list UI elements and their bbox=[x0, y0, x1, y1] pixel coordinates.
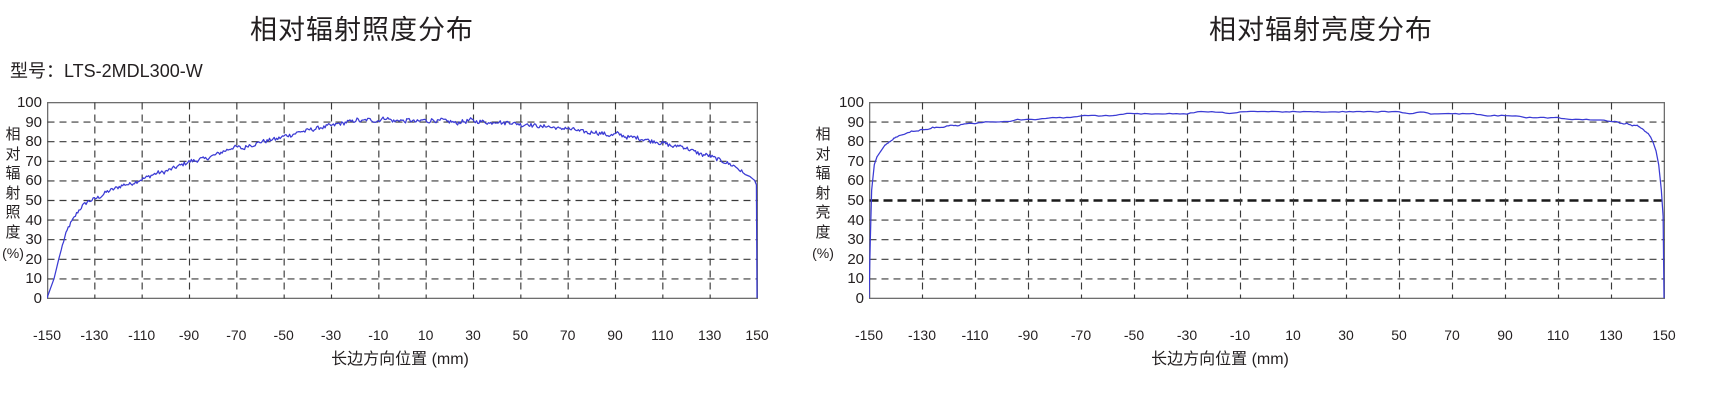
y-tick-label: 50 bbox=[25, 192, 42, 209]
x-tick-label: 70 bbox=[1444, 327, 1460, 343]
left-x-axis-title: 长边方向位置 (mm) bbox=[331, 351, 469, 368]
y-tick-label: 80 bbox=[25, 133, 42, 151]
y-tick-label: 90 bbox=[847, 113, 864, 131]
y-tick-label: 10 bbox=[25, 270, 42, 288]
left-y-axis-title: 相对辐射照度 (%) bbox=[2, 125, 24, 264]
x-tick-label: 50 bbox=[512, 327, 529, 343]
y-tick-label: 100 bbox=[16, 94, 42, 111]
x-tick-label: -30 bbox=[1176, 327, 1198, 343]
x-tick-label: -70 bbox=[1070, 327, 1092, 343]
x-tick-label: 130 bbox=[697, 327, 722, 343]
x-tick-label: -130 bbox=[907, 327, 937, 343]
x-tick-label: -10 bbox=[368, 327, 389, 343]
y-axis-unit: (%) bbox=[812, 245, 834, 261]
left-plot-area bbox=[47, 102, 758, 299]
y-axis-title-char: 射 bbox=[5, 184, 21, 202]
illuminance-chart-panel: 相对辐射照度分布 型号：LTS-2MDL300-W 相对辐射照度 (%) 0 10 2… bbox=[0, 0, 800, 414]
x-tick-label: 130 bbox=[1599, 327, 1623, 343]
x-tick-label: 50 bbox=[1391, 327, 1407, 343]
y-tick-label: 40 bbox=[25, 211, 42, 229]
y-tick-label: 0 bbox=[33, 290, 42, 307]
x-tick-label: -130 bbox=[80, 327, 109, 343]
x-tick-label: 110 bbox=[651, 327, 674, 343]
y-tick-label: 40 bbox=[847, 211, 864, 229]
x-tick-label: -30 bbox=[320, 327, 342, 343]
right-plot-area bbox=[869, 102, 1665, 299]
y-axis-title-char: 对 bbox=[5, 145, 21, 163]
x-tick-label: 90 bbox=[1497, 327, 1513, 343]
x-tick-label: -90 bbox=[178, 327, 200, 343]
y-axis-title-char: 照 bbox=[5, 204, 21, 221]
y-tick-label: 70 bbox=[847, 152, 864, 170]
y-tick-label: 60 bbox=[25, 172, 42, 190]
y-axis-title-char: 相 bbox=[5, 126, 21, 143]
x-tick-label: -150 bbox=[854, 327, 884, 343]
y-tick-label: 100 bbox=[838, 94, 864, 111]
right-x-axis-title: 长边方向位置 (mm) bbox=[1151, 351, 1289, 368]
x-tick-label: 150 bbox=[1652, 327, 1676, 343]
y-axis-title-char: 辐 bbox=[5, 165, 21, 182]
y-axis-title-char: 相 bbox=[815, 126, 831, 143]
y-tick-label: 30 bbox=[25, 231, 42, 249]
y-tick-label: 60 bbox=[847, 172, 864, 190]
x-tick-label: 90 bbox=[607, 327, 623, 343]
y-tick-label: 30 bbox=[847, 231, 864, 249]
x-tick-label: -110 bbox=[128, 327, 156, 343]
x-tick-label: -50 bbox=[273, 327, 294, 343]
y-tick-label: 80 bbox=[847, 133, 864, 151]
y-tick-label: 10 bbox=[847, 270, 864, 288]
left-chart-title: 相对辐射照度分布 bbox=[250, 15, 474, 45]
y-tick-label: 50 bbox=[847, 192, 864, 209]
y-tick-label: 0 bbox=[855, 290, 864, 307]
model-number-label: 型号：LTS-2MDL300-W bbox=[10, 61, 203, 81]
y-axis-unit: (%) bbox=[2, 245, 24, 261]
x-tick-label: -110 bbox=[961, 327, 989, 343]
y-axis-title-char: 度 bbox=[5, 223, 21, 241]
x-tick-label: 10 bbox=[1285, 327, 1301, 343]
y-tick-label: 90 bbox=[25, 113, 42, 131]
x-tick-label: 150 bbox=[745, 327, 769, 343]
right-y-axis-title: 相对辐射亮度 (%) bbox=[812, 125, 834, 264]
y-tick-label: 20 bbox=[25, 250, 42, 268]
y-tick-label: 70 bbox=[25, 152, 42, 170]
x-tick-label: 70 bbox=[559, 327, 576, 343]
y-axis-title-char: 对 bbox=[815, 145, 831, 163]
x-tick-label: 110 bbox=[1546, 327, 1570, 343]
x-tick-label: -70 bbox=[226, 327, 247, 343]
y-axis-title-char: 亮 bbox=[815, 204, 831, 221]
x-tick-label: -150 bbox=[32, 327, 62, 343]
y-axis-title-char: 射 bbox=[815, 184, 831, 202]
x-tick-label: -90 bbox=[1017, 327, 1039, 343]
x-tick-label: -10 bbox=[1229, 327, 1251, 343]
x-tick-label: 10 bbox=[417, 327, 434, 343]
right-chart-title: 相对辐射亮度分布 bbox=[1209, 15, 1433, 45]
x-tick-label: 30 bbox=[465, 327, 481, 343]
y-axis-title-char: 辐 bbox=[815, 165, 831, 182]
x-tick-label: -50 bbox=[1123, 327, 1145, 343]
x-tick-label: 30 bbox=[1338, 327, 1354, 343]
y-axis-title-char: 度 bbox=[815, 223, 831, 241]
luminance-chart-panel: 相对辐射亮度分布 相对辐射亮度 (%) 0 10 20 30 40 50 60 70 80 90 10… bbox=[800, 0, 1714, 414]
y-tick-label: 20 bbox=[847, 250, 864, 268]
